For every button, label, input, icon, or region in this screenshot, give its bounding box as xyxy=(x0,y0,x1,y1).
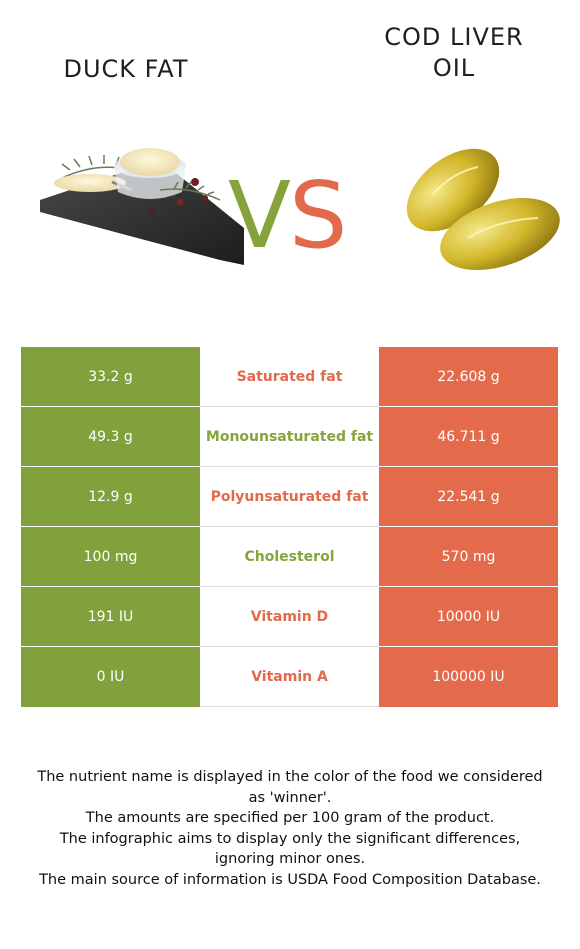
cod-liver-oil-image xyxy=(406,148,560,270)
nutrient-name: Polyunsaturated fat xyxy=(200,466,379,527)
right-value: 10000 IU xyxy=(379,586,558,647)
right-food-title-line1: COD LIVER xyxy=(384,23,524,51)
note-source: The main source of information is USDA F… xyxy=(39,871,541,888)
footnotes: The nutrient name is displayed in the co… xyxy=(30,767,550,890)
left-value: 191 IU xyxy=(21,586,200,647)
left-value: 33.2 g xyxy=(21,347,200,407)
right-value: 100000 IU xyxy=(379,646,558,707)
table-row: 49.3 g Monounsaturated fat 46.711 g xyxy=(21,406,558,467)
comparison-table: 33.2 g Saturated fat 22.608 g 49.3 g Monouns… xyxy=(21,347,558,707)
note-differences: The infographic aims to display only the… xyxy=(59,830,521,868)
nutrient-name: Cholesterol xyxy=(200,526,379,587)
right-value: 22.608 g xyxy=(379,347,558,407)
nutrient-name: Saturated fat xyxy=(200,347,379,407)
right-food-title-line2: OIL xyxy=(432,54,476,82)
left-value: 0 IU xyxy=(21,646,200,707)
nutrient-name: Vitamin A xyxy=(200,646,379,707)
nutrient-name: Vitamin D xyxy=(200,586,379,647)
right-value: 46.711 g xyxy=(379,406,558,467)
table-row: 100 mg Cholesterol 570 mg xyxy=(21,526,558,587)
note-winner: The nutrient name is displayed in the co… xyxy=(37,769,543,806)
note-units: The amounts are specified per 100 gram o… xyxy=(85,810,495,826)
vs-v-letter: V xyxy=(228,162,291,269)
nutrient-name: Monounsaturated fat xyxy=(200,406,379,467)
table-row: 0 IU Vitamin A 100000 IU xyxy=(21,646,558,707)
vs-label: VS xyxy=(228,168,347,264)
table-row: 12.9 g Polyunsaturated fat 22.541 g xyxy=(21,466,558,527)
right-food-title: COD LIVER OIL xyxy=(354,22,554,84)
duck-fat-image xyxy=(40,148,244,265)
left-value: 100 mg xyxy=(21,526,200,587)
left-value: 12.9 g xyxy=(21,466,200,527)
left-food-title: DUCK FAT xyxy=(63,55,189,83)
right-value: 22.541 g xyxy=(379,466,558,527)
table-row: 33.2 g Saturated fat 22.608 g xyxy=(21,347,558,407)
table-row: 191 IU Vitamin D 10000 IU xyxy=(21,586,558,647)
left-value: 49.3 g xyxy=(21,406,200,467)
vs-s-letter: S xyxy=(288,162,347,269)
right-value: 570 mg xyxy=(379,526,558,587)
